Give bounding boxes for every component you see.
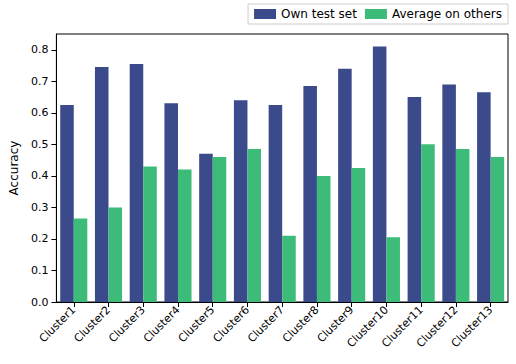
svg-text:Cluster13: Cluster13 [449, 303, 496, 350]
svg-text:Accuracy: Accuracy [7, 141, 21, 196]
svg-text:0.4: 0.4 [31, 169, 49, 182]
svg-text:Cluster6: Cluster6 [210, 303, 252, 345]
svg-text:Cluster12: Cluster12 [413, 303, 461, 351]
svg-text:Cluster4: Cluster4 [141, 303, 183, 345]
svg-text:0.6: 0.6 [31, 106, 49, 119]
svg-text:Cluster10: Cluster10 [344, 303, 391, 351]
svg-text:0.1: 0.1 [31, 264, 49, 277]
svg-text:0.3: 0.3 [31, 201, 49, 214]
svg-text:Average on others: Average on others [392, 7, 502, 21]
svg-text:0.5: 0.5 [31, 138, 49, 151]
svg-text:Cluster2: Cluster2 [71, 303, 113, 345]
svg-text:Cluster3: Cluster3 [106, 303, 148, 345]
svg-text:0.0: 0.0 [31, 296, 49, 309]
svg-text:Cluster7: Cluster7 [245, 303, 287, 345]
svg-text:Cluster11: Cluster11 [379, 303, 426, 351]
svg-text:Cluster9: Cluster9 [314, 303, 357, 346]
svg-text:Cluster1: Cluster1 [37, 303, 79, 345]
svg-text:0.2: 0.2 [31, 232, 49, 245]
svg-text:Own test set: Own test set [281, 7, 357, 21]
svg-text:Cluster8: Cluster8 [280, 303, 322, 345]
svg-text:0.7: 0.7 [31, 75, 49, 88]
svg-text:Cluster5: Cluster5 [176, 303, 218, 345]
svg-text:0.8: 0.8 [31, 43, 49, 56]
